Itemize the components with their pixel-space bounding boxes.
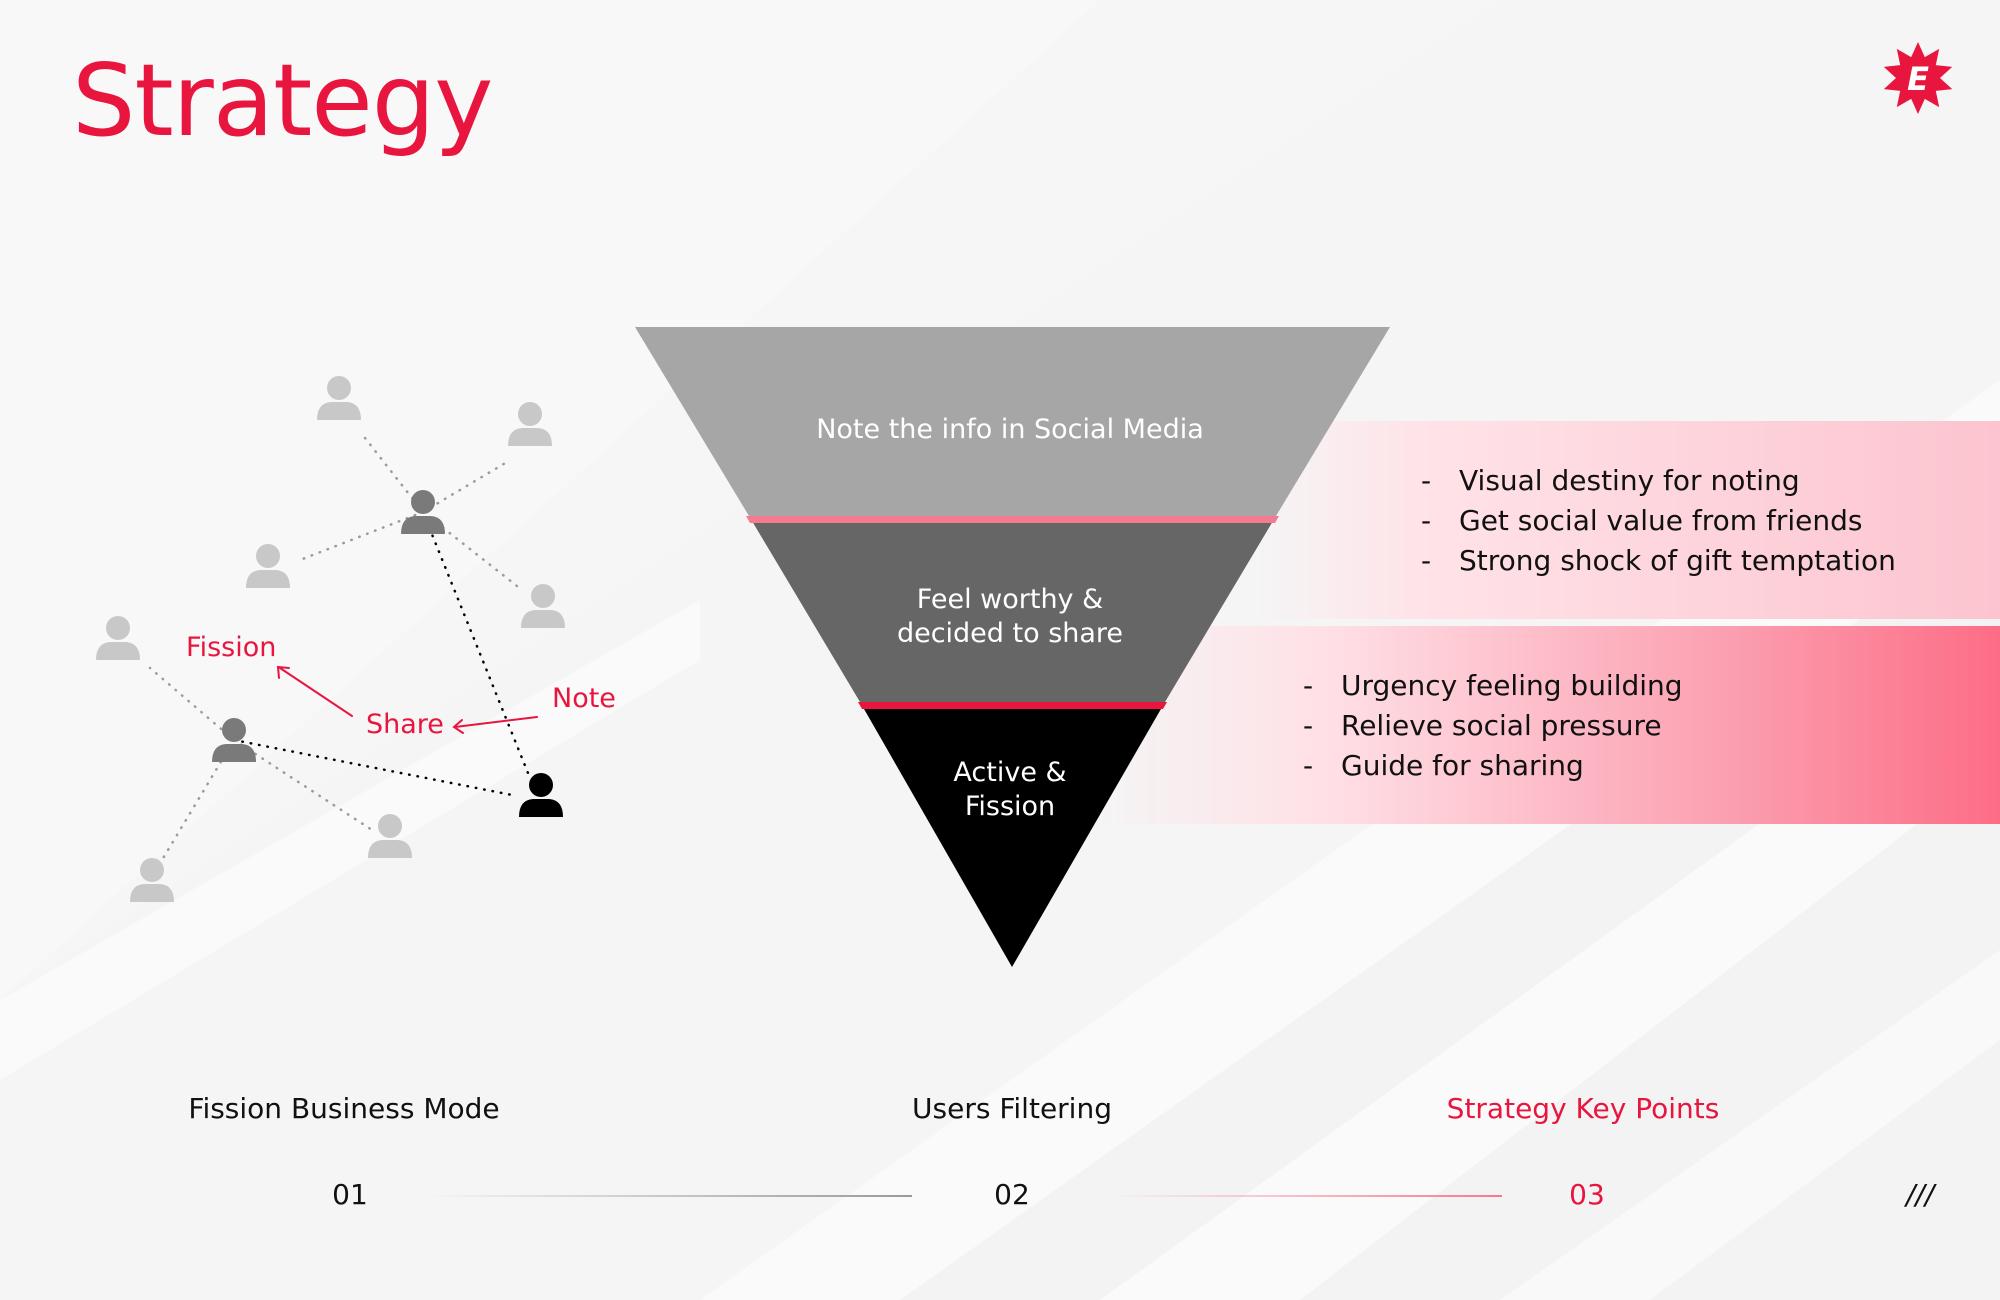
funnel-level-2 <box>749 516 1276 702</box>
user-icon <box>368 814 412 858</box>
key-points-band-2: - Urgency feeling building - Relieve socia… <box>1100 626 2000 824</box>
step-title-3[interactable]: Strategy Key Points <box>1446 1092 1720 1125</box>
user-icon <box>246 544 290 588</box>
key-point: - Urgency feeling building <box>1303 669 1683 702</box>
funnel-level-3-text: Active & Fission <box>953 757 1067 822</box>
fission-label: Fission <box>186 632 277 663</box>
user-icon <box>401 490 445 534</box>
user-icon <box>508 402 552 446</box>
key-points-band-1: - Visual destiny for noting - Get social v… <box>1258 421 2000 619</box>
funnel-level-1 <box>635 327 1390 516</box>
menu-icon[interactable]: /// <box>1906 1178 1935 1211</box>
user-icon <box>96 616 140 660</box>
funnel-level-2-text: Feel worthy & decided to share <box>896 584 1124 649</box>
key-point: - Get social value from friends <box>1421 504 1863 537</box>
funnel-divider-1 <box>746 516 1279 523</box>
step-number-2[interactable]: 02 <box>994 1178 1030 1211</box>
step-number-3[interactable]: 03 <box>1569 1178 1605 1211</box>
step-connector-2 <box>1110 1195 1502 1197</box>
key-point: - Relieve social pressure <box>1303 709 1662 742</box>
step-number-1[interactable]: 01 <box>332 1178 368 1211</box>
step-title-2[interactable]: Users Filtering <box>912 1092 1112 1125</box>
user-icon <box>212 718 256 762</box>
note-label: Note <box>552 683 616 714</box>
key-points-list-1: - Visual destiny for noting - Get social v… <box>1421 461 1896 581</box>
user-icon <box>130 858 174 902</box>
star-burst-logo-icon[interactable]: E <box>1880 40 1956 116</box>
key-points-list-2: - Urgency feeling building - Relieve socia… <box>1303 666 1683 786</box>
funnel-level-3 <box>860 702 1165 967</box>
step-title-1[interactable]: Fission Business Mode <box>188 1092 500 1125</box>
key-point: - Guide for sharing <box>1303 749 1584 782</box>
key-point: - Visual destiny for noting <box>1421 464 1800 497</box>
key-point: - Strong shock of gift temptation <box>1421 544 1896 577</box>
logo-letter: E <box>1907 60 1929 98</box>
user-icon <box>317 376 361 420</box>
step-connector-1 <box>428 1195 912 1197</box>
page-title: Strategy <box>72 42 493 159</box>
share-label: Share <box>366 709 444 740</box>
funnel-level-1-text: Note the info in Social Media <box>816 414 1204 445</box>
user-icon <box>519 773 563 817</box>
funnel-divider-2 <box>858 702 1167 709</box>
user-icon <box>521 584 565 628</box>
